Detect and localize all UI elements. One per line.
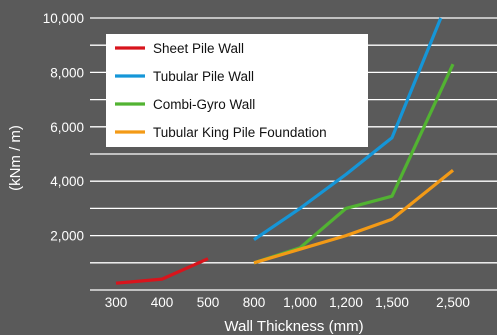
series-line-4	[253, 169, 455, 265]
y-tick-label: 2,000	[50, 229, 84, 244]
x-tick-label: 1,000	[283, 295, 317, 310]
series-line-1	[115, 257, 209, 285]
legend-label: Tubular Pile Wall	[153, 69, 254, 84]
x-tick-label: 400	[151, 295, 174, 310]
y-tick-label: 8,000	[50, 65, 84, 80]
y-tick-label: 10,000	[43, 11, 84, 26]
x-axis-label: Wall Thickness (mm)	[224, 318, 363, 335]
x-axis-ticks: 300 400 500 800 1,000 1,200 1,500 2,500	[105, 295, 470, 310]
x-tick-label: 500	[197, 295, 220, 310]
x-tick-label: 300	[105, 295, 128, 310]
legend-box	[106, 34, 368, 147]
legend-label: Tubular King Pile Foundation	[153, 125, 327, 140]
series-line-2	[253, 17, 443, 242]
legend: Sheet Pile Wall Tubular Pile Wall Combi-Gy…	[106, 34, 368, 147]
legend-label: Sheet Pile Wall	[153, 41, 244, 56]
y-axis-label: (kNm / m)	[7, 125, 24, 191]
legend-label: Combi-Gyro Wall	[153, 97, 255, 112]
x-tick-label: 2,500	[436, 295, 470, 310]
series-lines	[115, 17, 455, 285]
x-tick-label: 800	[243, 295, 266, 310]
y-axis-ticks: 2,000 4,000 6,000 8,000 10,000	[43, 11, 84, 244]
x-tick-label: 1,500	[375, 295, 409, 310]
x-tick-label: 1,200	[329, 295, 363, 310]
y-tick-label: 4,000	[50, 174, 84, 189]
y-tick-label: 6,000	[50, 120, 84, 135]
